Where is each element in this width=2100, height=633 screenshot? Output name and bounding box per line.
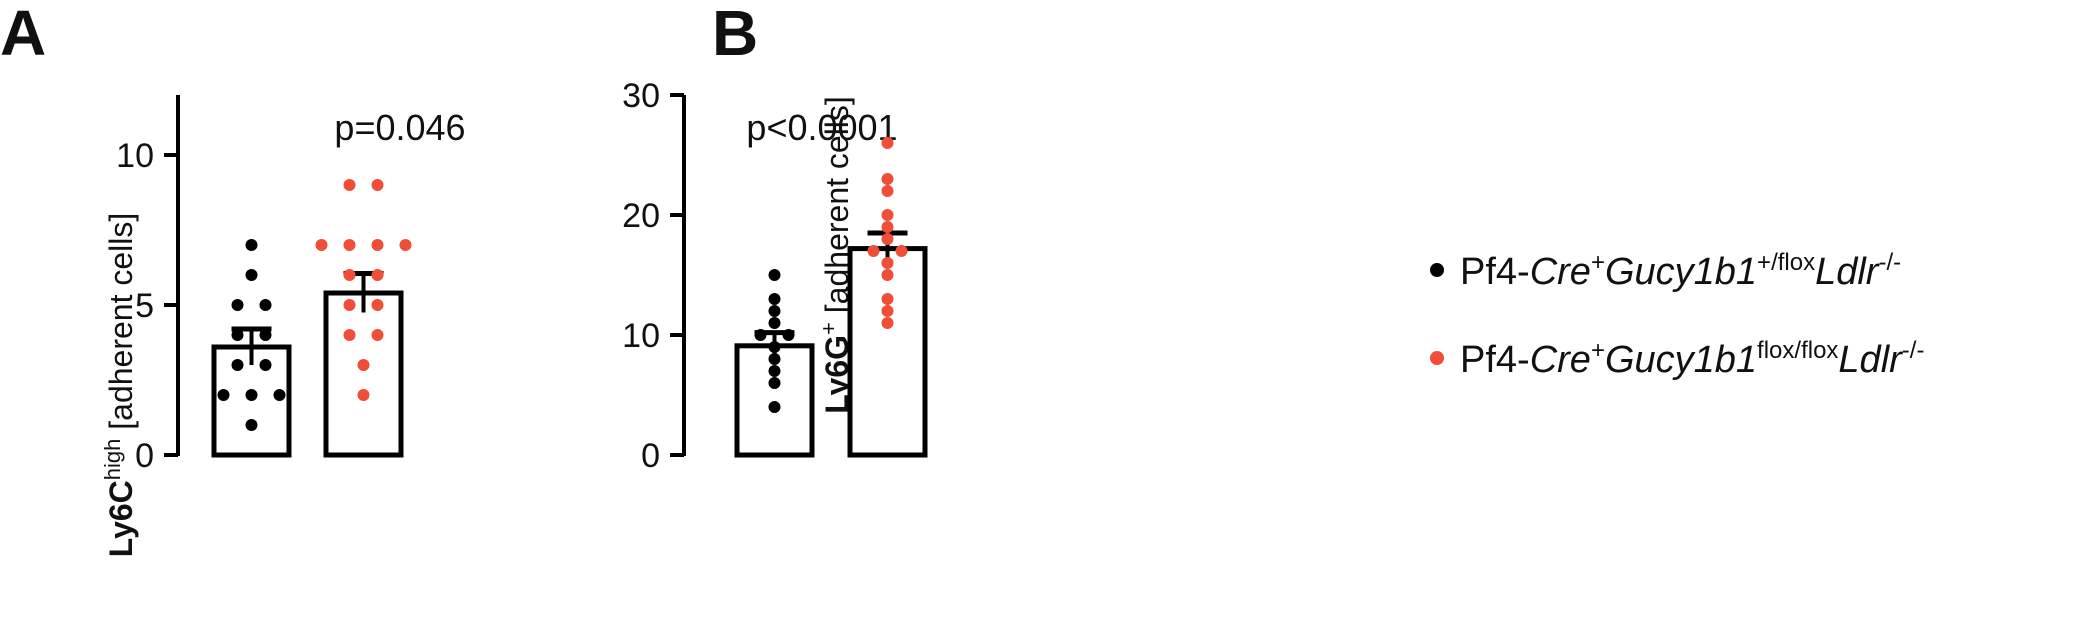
panel-a-y-tick-label: 0 bbox=[135, 437, 154, 475]
panel-a-data-point bbox=[343, 179, 356, 191]
panel-a-data-point bbox=[371, 269, 384, 281]
panel-a-data-point bbox=[245, 239, 258, 251]
panel-b-p-value: p<0.0001 bbox=[746, 107, 897, 148]
panel-a-data-point bbox=[357, 389, 370, 401]
panel-a-data-point bbox=[245, 269, 258, 281]
panel-b-data-point bbox=[881, 185, 894, 197]
panel-a-data-point bbox=[357, 359, 370, 371]
panel-a-data-point bbox=[245, 389, 258, 401]
panel-a-data-point bbox=[273, 389, 286, 401]
panel-b-label: B bbox=[712, 0, 758, 69]
legend-marker-knockout bbox=[1430, 351, 1444, 365]
panel-a-data-point bbox=[399, 239, 412, 251]
panel-b-data-point bbox=[881, 305, 894, 317]
panel-b-data-point bbox=[768, 305, 781, 317]
panel-a-data-point bbox=[259, 359, 272, 371]
panel-b-data-point bbox=[768, 293, 781, 305]
panel-b-data-point bbox=[881, 209, 894, 221]
panel-b-y-tick-label: 0 bbox=[641, 437, 660, 475]
panel-b-data-point bbox=[881, 173, 894, 185]
panel-b-data-point bbox=[881, 233, 894, 245]
panel-b-y-tick-label: 20 bbox=[622, 197, 660, 235]
legend-control-gene: Gucy1b1 bbox=[1605, 251, 1757, 293]
panel-a-label: A bbox=[0, 0, 46, 69]
panel-a-data-point bbox=[371, 179, 384, 191]
legend-knockout-cre: Cre bbox=[1530, 339, 1591, 381]
panel-a-data-point bbox=[343, 329, 356, 341]
panel-a-data-point bbox=[371, 239, 384, 251]
panel-b-bar-2 bbox=[847, 246, 928, 458]
panel-a-data-point bbox=[371, 329, 384, 341]
legend-knockout-ldlr: Ldlr bbox=[1838, 339, 1903, 381]
panel-b-data-point bbox=[867, 245, 880, 257]
panel-b-data-point bbox=[881, 293, 894, 305]
legend-item-control: Pf4-Cre+Gucy1b1+/floxLdlr-/- bbox=[1460, 249, 1901, 293]
panel-b-data-point bbox=[768, 317, 781, 329]
legend-control-gene-sup: +/flox bbox=[1757, 249, 1815, 276]
legend-knockout-ldlr-sup: -/- bbox=[1902, 337, 1925, 364]
panel-a-data-point bbox=[259, 299, 272, 311]
panel-a-y-label-sup: high bbox=[100, 439, 125, 481]
panel-b-data-point bbox=[881, 221, 894, 233]
panel-b-data-point bbox=[895, 245, 908, 257]
legend-knockout-cre-sup: + bbox=[1591, 337, 1605, 364]
panel-b-data-point bbox=[768, 365, 781, 377]
panel-a-data-point bbox=[231, 299, 244, 311]
panel-b-y-tick-label: 30 bbox=[622, 77, 660, 115]
panel-b-data-point bbox=[754, 329, 767, 341]
panel-b-data-point bbox=[881, 317, 894, 329]
legend-knockout-prefix: Pf4- bbox=[1460, 339, 1530, 381]
legend-control-cre-sup: + bbox=[1591, 249, 1605, 276]
legend-knockout-gene-sup: flox/flox bbox=[1757, 337, 1838, 364]
panel-a-y-axis-label: Ly6Chigh [adherent cells] bbox=[100, 213, 139, 558]
panel-a-y-label-main: Ly6C bbox=[103, 480, 139, 557]
panel-a-bar-2 bbox=[323, 290, 404, 458]
legend-marker-control bbox=[1430, 263, 1444, 277]
panel-a-y-tick-label: 10 bbox=[116, 137, 154, 175]
panel-a-data-point bbox=[343, 239, 356, 251]
panel-a-data-point bbox=[245, 419, 258, 431]
panel-a-chart: p=0.046 Ly6Chigh [adherent cells] 0 5 10 bbox=[100, 95, 466, 557]
legend: Pf4-Cre+Gucy1b1+/floxLdlr-/- Pf4-Cre+Guc… bbox=[1430, 249, 1924, 381]
panel-a-data-point bbox=[315, 239, 328, 251]
panel-a-data-point bbox=[259, 329, 272, 341]
panel-a-data-point bbox=[231, 359, 244, 371]
panel-a-data-point bbox=[343, 269, 356, 281]
legend-control-cre: Cre bbox=[1530, 251, 1591, 293]
panel-a-data-point bbox=[371, 299, 384, 311]
panel-a-y-label-rest: [adherent cells] bbox=[103, 213, 139, 439]
panel-b-data-point bbox=[768, 377, 781, 389]
panel-b-data-point bbox=[881, 257, 894, 269]
legend-item-knockout: Pf4-Cre+Gucy1b1flox/floxLdlr-/- bbox=[1460, 337, 1924, 381]
panel-b-y-label-sup: + bbox=[816, 322, 841, 335]
panel-a-p-value: p=0.046 bbox=[334, 107, 465, 148]
legend-knockout-gene: Gucy1b1 bbox=[1605, 339, 1757, 381]
panel-a-data-point bbox=[231, 329, 244, 341]
legend-control-ldlr: Ldlr bbox=[1815, 251, 1880, 293]
panel-b-data-point bbox=[881, 137, 894, 149]
panel-b-data-point bbox=[768, 401, 781, 413]
legend-control-ldlr-sup: -/- bbox=[1878, 249, 1901, 276]
panel-b-data-point bbox=[768, 269, 781, 281]
panel-b-data-point bbox=[768, 353, 781, 365]
panel-b-data-point bbox=[881, 269, 894, 281]
panel-a-data-point bbox=[343, 299, 356, 311]
panel-b-y-tick-label: 10 bbox=[622, 317, 660, 355]
legend-control-prefix: Pf4- bbox=[1460, 251, 1530, 293]
panel-a-data-point bbox=[217, 389, 230, 401]
panel-b-data-point bbox=[768, 341, 781, 353]
panel-a-y-tick-label: 5 bbox=[135, 287, 154, 325]
panel-b-data-point bbox=[782, 329, 795, 341]
